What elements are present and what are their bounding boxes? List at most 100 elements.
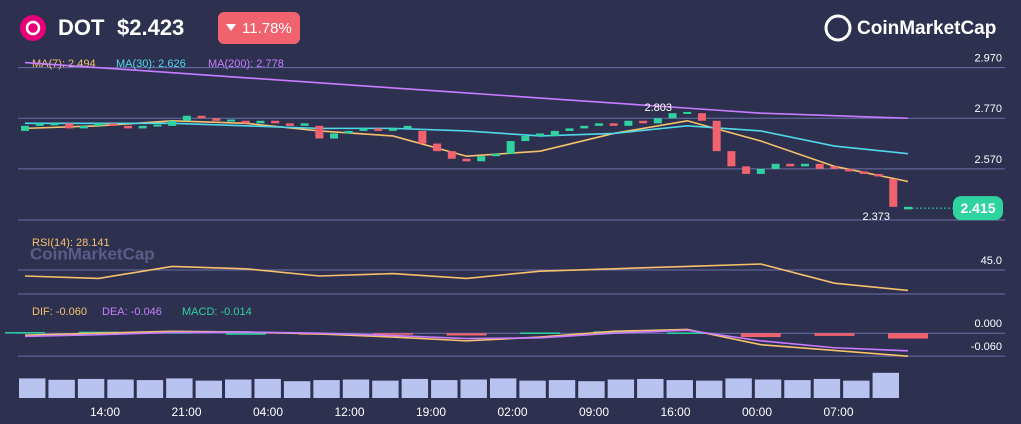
ma-line (24, 61, 909, 120)
candle (771, 163, 780, 169)
volume-bar (372, 380, 399, 398)
macd-bar (593, 331, 634, 334)
candle (433, 143, 442, 152)
candle (21, 125, 29, 131)
x-tick-label: 04:00 (253, 405, 283, 419)
symbol: DOT (58, 15, 105, 40)
y-tick-label: 0.000 (974, 318, 1002, 330)
candle (506, 141, 515, 154)
volume-bar (784, 380, 811, 398)
x-tick-label: 16:00 (660, 405, 690, 419)
brand: CoinMarketCap (857, 18, 996, 39)
volume-bar (872, 372, 899, 398)
candle (138, 125, 147, 129)
volume-bar (548, 380, 576, 398)
macd-bar (446, 333, 487, 336)
candle (624, 120, 633, 126)
volume-bar (225, 379, 252, 398)
y-tick-label: -0.060 (971, 341, 1002, 353)
macd-bar (520, 332, 561, 334)
volume-bar (607, 379, 635, 398)
price: $2.423 (117, 15, 184, 40)
x-tick-label: 19:00 (416, 405, 446, 419)
candle (403, 125, 412, 129)
candle (697, 113, 706, 121)
volume-bar (460, 379, 487, 398)
macd-bar (740, 333, 781, 338)
x-tick-label: 21:00 (171, 405, 201, 419)
rsi-line (24, 263, 909, 292)
macd-bar (5, 332, 45, 334)
candle (182, 115, 191, 121)
y-tick-label: 2.570 (974, 154, 1002, 166)
candle (889, 178, 898, 207)
macd-bar (372, 333, 413, 335)
volume-bar (19, 378, 46, 398)
macd-bar (667, 332, 708, 334)
brand-logo (824, 14, 852, 42)
candle (285, 123, 294, 126)
volume-bar (313, 380, 340, 398)
candle (800, 163, 809, 167)
rsi-label: RSI(14): 28.141 (32, 237, 110, 249)
ma-line (24, 119, 909, 183)
candle (241, 120, 250, 124)
y-tick-label: 2.970 (974, 53, 1002, 65)
volume-bar (843, 380, 870, 398)
candle (271, 120, 280, 124)
x-tick-label: 02:00 (497, 405, 527, 419)
macd-label: DIF: -0.060 (32, 306, 87, 318)
candle (845, 168, 854, 172)
x-tick-label: 12:00 (334, 405, 364, 419)
volume-bar (195, 380, 223, 398)
candle (359, 128, 368, 131)
macd-line (24, 329, 909, 352)
candle (874, 173, 883, 177)
volume-bar (431, 380, 458, 398)
candle (153, 124, 162, 127)
candle (859, 171, 868, 174)
candle (197, 115, 206, 119)
candle (580, 125, 589, 129)
volume-bar (48, 379, 75, 398)
x-tick-label: 09:00 (579, 405, 609, 419)
volume-bar (666, 380, 693, 398)
candle (521, 135, 530, 142)
macd-bar (888, 333, 928, 339)
candle (256, 120, 265, 124)
candle (815, 163, 824, 169)
candle (388, 128, 397, 131)
volume-bar (283, 381, 311, 398)
candle (491, 153, 500, 157)
macd-label: DEA: -0.046 (102, 306, 162, 318)
dot-logo-inner (25, 20, 41, 36)
candle (653, 118, 662, 124)
volume-bar (519, 380, 546, 398)
x-tick-label: 14:00 (90, 405, 120, 419)
candle (418, 130, 427, 144)
volume-bar (401, 378, 429, 398)
volume-bar (578, 381, 605, 398)
candle (462, 158, 471, 162)
candle (212, 118, 221, 121)
macd-bar (225, 333, 266, 335)
x-tick-label: 07:00 (823, 405, 853, 419)
down-arrow (226, 24, 236, 31)
candle (756, 168, 765, 174)
macd-label: MACD: -0.014 (182, 306, 252, 318)
candle (447, 151, 456, 159)
ma-line (25, 122, 909, 155)
candle (94, 123, 103, 126)
candle (35, 123, 44, 126)
candle (594, 123, 603, 126)
candle (550, 130, 559, 136)
candle (536, 133, 545, 136)
last-price: 2.415 (960, 200, 995, 216)
volume-bar (754, 379, 782, 398)
candle (50, 123, 59, 126)
volume-bar (166, 378, 193, 398)
change-badge (218, 12, 300, 44)
candle (109, 123, 118, 126)
candle (227, 119, 236, 122)
